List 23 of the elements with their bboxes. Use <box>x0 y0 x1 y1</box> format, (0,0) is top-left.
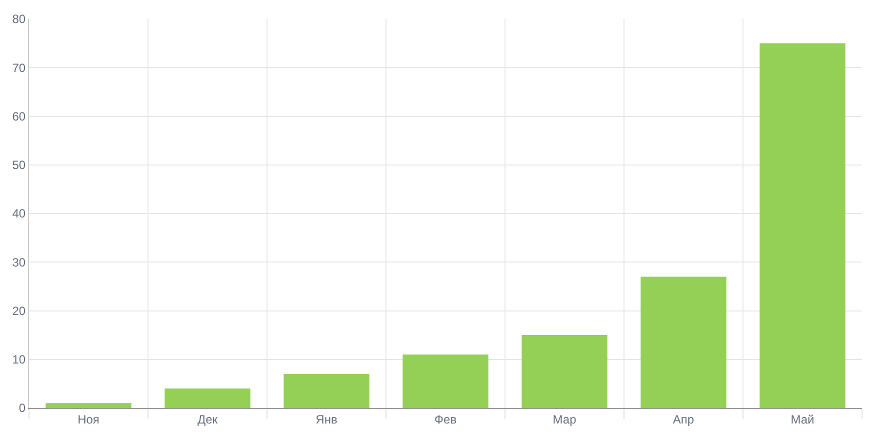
bar <box>760 43 846 408</box>
y-tick-label: 80 <box>12 12 26 26</box>
x-tick-label: Дек <box>197 412 218 426</box>
bar <box>640 276 726 408</box>
y-tick-label: 60 <box>12 109 26 124</box>
x-tick-label: Ноя <box>78 412 100 426</box>
y-tick-label: 0 <box>18 401 26 416</box>
x-tick-label: Фев <box>434 412 457 426</box>
y-tick-label: 20 <box>12 304 26 318</box>
x-tick-label: Мар <box>552 412 577 426</box>
bar <box>164 388 250 408</box>
y-tick-label: 40 <box>12 206 26 221</box>
y-tick-label: 50 <box>12 158 26 172</box>
bar <box>402 354 488 408</box>
y-tick-label: 10 <box>12 352 26 367</box>
x-tick-label: Май <box>790 412 814 426</box>
bar <box>522 335 608 408</box>
bar <box>284 374 370 408</box>
y-tick-label: 70 <box>12 60 26 75</box>
x-tick-label: Янв <box>316 412 338 426</box>
y-tick-label: 30 <box>12 255 26 270</box>
x-tick-label: Апр <box>672 412 694 426</box>
bar <box>46 403 132 408</box>
